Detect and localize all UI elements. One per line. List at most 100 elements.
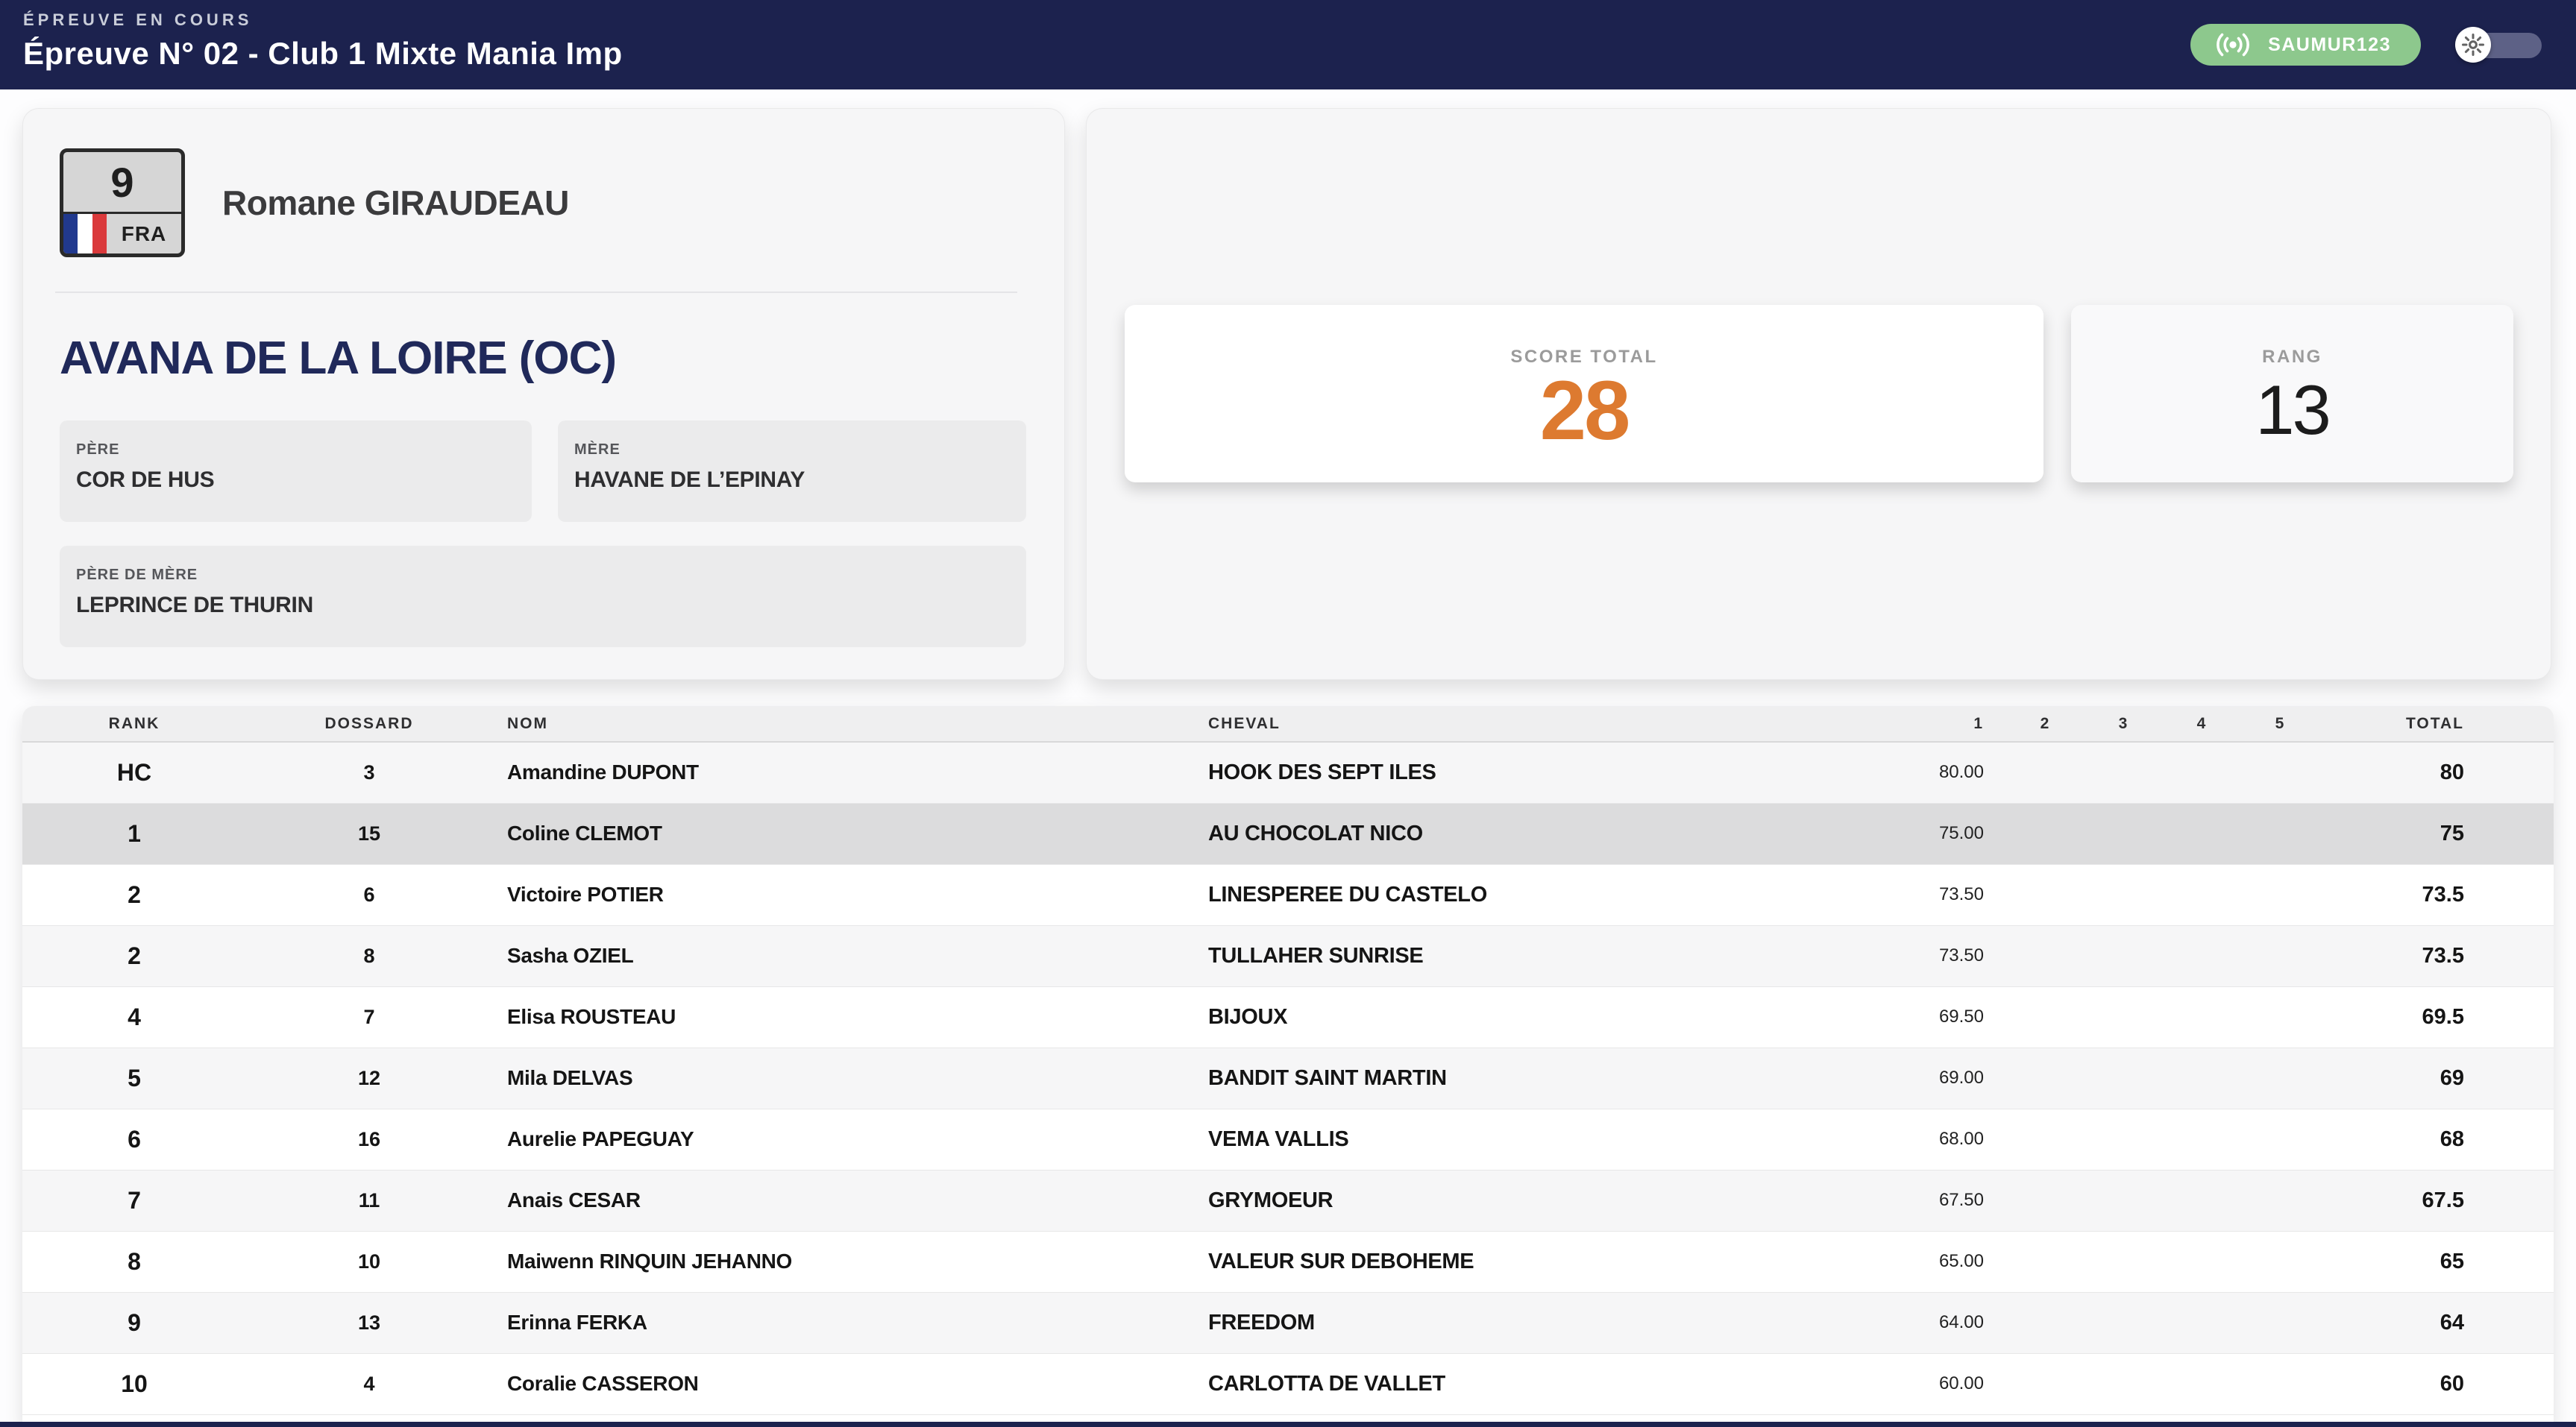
- cell-score-2: [2006, 1353, 2085, 1415]
- column-header-score-3: 3: [2085, 706, 2163, 743]
- cell-cheval: BIJOUX: [1193, 986, 1827, 1048]
- cell-score-5: [2241, 742, 2319, 804]
- theme-toggle-knob: [2455, 27, 2491, 63]
- cell-rank: 7: [22, 1170, 246, 1232]
- cell-score-5: [2241, 1231, 2319, 1293]
- live-broadcast-icon: [2214, 32, 2252, 57]
- top-bar-actions: SAUMUR123: [2190, 0, 2546, 89]
- cell-total: 69.5: [2319, 986, 2554, 1048]
- cell-score-2: [2006, 1231, 2085, 1293]
- cell-score-4: [2163, 1292, 2241, 1354]
- cell-score-4: [2163, 1231, 2241, 1293]
- cell-rank: HC: [22, 742, 246, 804]
- cell-score-3: [2085, 1231, 2163, 1293]
- cell-nom: Mila DELVAS: [492, 1048, 1193, 1109]
- live-session-label: SAUMUR123: [2268, 34, 2391, 55]
- cell-dossard: 13: [246, 1292, 492, 1354]
- top-bar: ÉPREUVE EN COURS Épreuve N° 02 - Club 1 …: [0, 0, 2576, 89]
- cell-nom: Aurelie PAPEGUAY: [492, 1109, 1193, 1171]
- cell-total: 75: [2319, 803, 2554, 865]
- cell-score-2: [2006, 803, 2085, 865]
- score-total-value: 28: [1539, 364, 1631, 457]
- cell-total: 60: [2319, 1353, 2554, 1415]
- rider-name: Romane GIRAUDEAU: [222, 183, 569, 222]
- pedigree-value: COR DE HUS: [76, 467, 215, 492]
- cell-nom: Anais CESAR: [492, 1170, 1193, 1232]
- cell-total: 69: [2319, 1048, 2554, 1109]
- table-row[interactable]: 4 7 Elisa ROUSTEAU BIJOUX 69.50 69.5: [22, 986, 2554, 1048]
- cell-dossard: 3: [246, 742, 492, 804]
- cell-score-1: 75.00: [1827, 803, 2006, 865]
- cell-cheval: GRYMOEUR: [1193, 1170, 1827, 1232]
- cell-score-4: [2163, 1353, 2241, 1415]
- cell-dossard: 16: [246, 1109, 492, 1171]
- table-row[interactable]: 2 8 Sasha OZIEL TULLAHER SUNRISE 73.50 7…: [22, 925, 2554, 987]
- cell-score-4: [2163, 1170, 2241, 1232]
- cell-score-1: 69.00: [1827, 1048, 2006, 1109]
- pedigree-section: PÈRE COR DE HUS MÈRE HAVANE DE L’EPINAY …: [60, 420, 1026, 647]
- live-session-badge[interactable]: SAUMUR123: [2190, 24, 2421, 66]
- cell-score-2: [2006, 1292, 2085, 1354]
- table-row[interactable]: 7 11 Anais CESAR GRYMOEUR 67.50 67.5: [22, 1170, 2554, 1232]
- pedigree-damsire-box: PÈRE DE MÈRE LEPRINCE DE THURIN: [60, 546, 1026, 647]
- cell-dossard: 8: [246, 925, 492, 987]
- cell-total: 64: [2319, 1292, 2554, 1354]
- cell-dossard: 10: [246, 1231, 492, 1293]
- bib-number: 9: [110, 158, 134, 206]
- column-header-total: TOTAL: [2319, 706, 2554, 743]
- score-total-card: SCORE TOTAL 28: [1125, 305, 2043, 482]
- table-row[interactable]: 2 6 Victoire POTIER LINESPEREE DU CASTEL…: [22, 864, 2554, 926]
- rank-label: RANG: [2262, 347, 2322, 367]
- bib-number-plate: 9 FRA: [60, 148, 185, 257]
- table-row[interactable]: 6 16 Aurelie PAPEGUAY VEMA VALLIS 68.00 …: [22, 1109, 2554, 1171]
- column-header-score-1: 1: [1827, 706, 2006, 743]
- table-row[interactable]: HC 3 Amandine DUPONT HOOK DES SEPT ILES …: [22, 742, 2554, 804]
- cell-cheval: AU CHOCOLAT NICO: [1193, 803, 1827, 865]
- cell-nom: Amandine DUPONT: [492, 742, 1193, 804]
- cell-score-2: [2006, 864, 2085, 926]
- rider-identity: 9 FRA Romane GIRAUDEAU: [60, 148, 1025, 257]
- cell-dossard: 15: [246, 803, 492, 865]
- cell-score-5: [2241, 1109, 2319, 1171]
- cell-total: 73.5: [2319, 864, 2554, 926]
- table-row[interactable]: 1 15 Coline CLEMOT AU CHOCOLAT NICO 75.0…: [22, 803, 2554, 865]
- cell-cheval: VALEUR SUR DEBOHEME: [1193, 1231, 1827, 1293]
- cell-nom: Coline CLEMOT: [492, 803, 1193, 865]
- cell-score-1: 60.00: [1827, 1353, 2006, 1415]
- cell-score-1: 73.50: [1827, 864, 2006, 926]
- table-row[interactable]: 8 10 Maiwenn RINQUIN JEHANNO VALEUR SUR …: [22, 1231, 2554, 1293]
- table-row[interactable]: 9 13 Erinna FERKA FREEDOM 64.00 64: [22, 1292, 2554, 1354]
- cell-cheval: TULLAHER SUNRISE: [1193, 925, 1827, 987]
- cell-total: 68: [2319, 1109, 2554, 1171]
- cell-score-4: [2163, 1109, 2241, 1171]
- cell-score-5: [2241, 1353, 2319, 1415]
- results-table-body: HC 3 Amandine DUPONT HOOK DES SEPT ILES …: [22, 742, 2554, 1415]
- cell-score-3: [2085, 803, 2163, 865]
- column-header-nom: NOM: [492, 706, 1193, 743]
- event-title: Épreuve N° 02 - Club 1 Mixte Mania Imp: [23, 36, 623, 71]
- cell-cheval: BANDIT SAINT MARTIN: [1193, 1048, 1827, 1109]
- theme-toggle[interactable]: [2455, 27, 2546, 63]
- cell-nom: Coralie CASSERON: [492, 1353, 1193, 1415]
- rider-card: 9 FRA Romane GIRAUDEAU AVANA DE LA LOIRE…: [22, 108, 1065, 680]
- table-row[interactable]: 10 4 Coralie CASSERON CARLOTTA DE VALLET…: [22, 1353, 2554, 1415]
- cell-dossard: 6: [246, 864, 492, 926]
- rank-card: RANG 13: [2071, 305, 2513, 482]
- cell-score-1: 67.50: [1827, 1170, 2006, 1232]
- cell-score-3: [2085, 1170, 2163, 1232]
- column-header-score-2: 2: [2006, 706, 2085, 743]
- column-header-score-5: 5: [2241, 706, 2319, 743]
- cell-rank: 10: [22, 1353, 246, 1415]
- cell-nom: Victoire POTIER: [492, 864, 1193, 926]
- pedigree-dam-box: MÈRE HAVANE DE L’EPINAY: [558, 420, 1026, 522]
- results-panel: RANK DOSSARD NOM CHEVAL 1 2 3 4 5 TOTAL …: [22, 706, 2554, 1427]
- score-total-label: SCORE TOTAL: [1510, 347, 1658, 367]
- table-row[interactable]: 5 12 Mila DELVAS BANDIT SAINT MARTIN 69.…: [22, 1048, 2554, 1109]
- cell-total: 80: [2319, 742, 2554, 804]
- bottom-edge-bar: [0, 1422, 2576, 1427]
- cell-score-4: [2163, 1048, 2241, 1109]
- cell-score-5: [2241, 864, 2319, 926]
- sun-icon: [2462, 34, 2484, 56]
- cell-score-5: [2241, 1048, 2319, 1109]
- cell-score-1: 68.00: [1827, 1109, 2006, 1171]
